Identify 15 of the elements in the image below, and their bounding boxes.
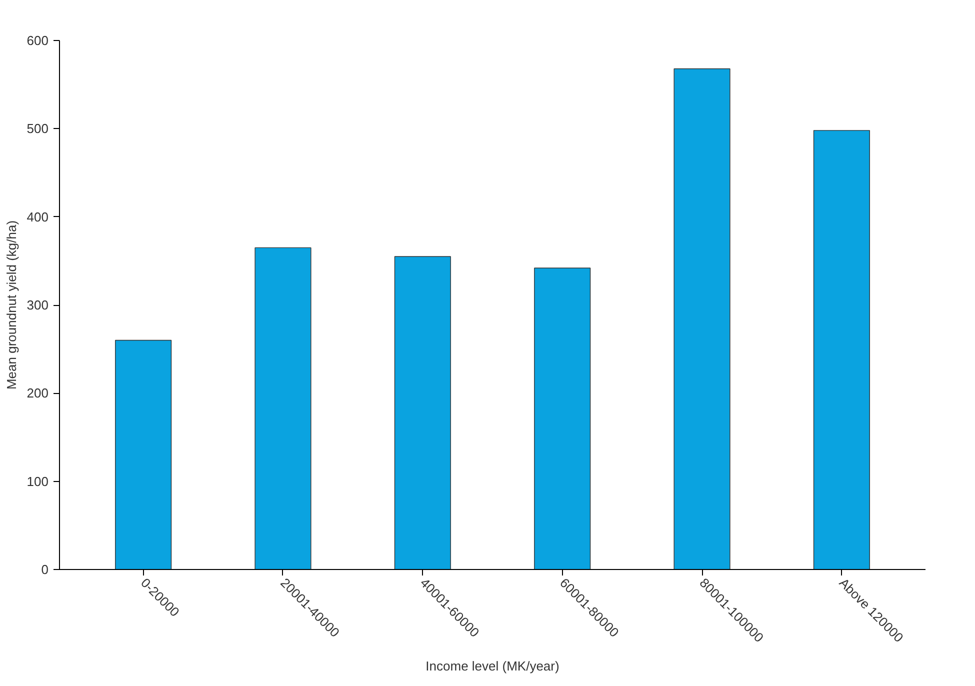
y-tick-label: 300: [26, 298, 49, 312]
y-axis-title: Mean groundnut yield (kg/ha): [4, 220, 19, 390]
bar: [813, 130, 870, 570]
bar: [115, 340, 172, 570]
y-tick-label: 500: [26, 121, 49, 136]
y-tick-label: 100: [26, 474, 49, 489]
y-tick-label: 400: [26, 209, 49, 224]
bar: [534, 268, 591, 570]
y-tick-label: 0: [41, 562, 49, 577]
bar: [674, 68, 730, 570]
y-tick-label: 200: [26, 386, 49, 401]
bar: [254, 247, 312, 570]
bar: [394, 256, 451, 570]
x-axis-title: Income level (MK/year): [426, 658, 560, 674]
y-tick-label: 600: [26, 33, 49, 48]
